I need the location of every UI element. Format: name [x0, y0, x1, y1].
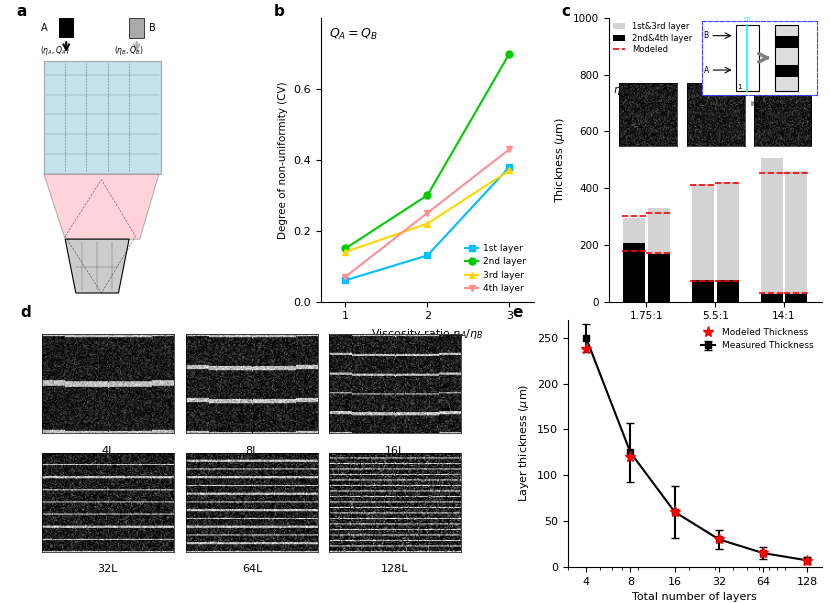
- FancyBboxPatch shape: [44, 60, 161, 174]
- 4th layer: [340, 273, 350, 280]
- 2nd layer: [505, 50, 515, 57]
- Text: $\eta_A$= $\eta_B$: $\eta_A$= $\eta_B$: [613, 85, 650, 97]
- 4th layer: [505, 145, 515, 153]
- Bar: [647, 254, 670, 302]
- X-axis label: Total number of layers: Total number of layers: [632, 592, 757, 602]
- Line: 2nd layer: 2nd layer: [342, 50, 513, 252]
- 1st layer: [505, 163, 515, 171]
- Text: 16L: 16L: [384, 446, 405, 456]
- Bar: [647, 208, 670, 302]
- Bar: [623, 218, 645, 302]
- Text: a: a: [16, 4, 27, 19]
- Polygon shape: [66, 239, 129, 293]
- Text: 8L: 8L: [246, 446, 259, 456]
- Bar: [59, 18, 74, 38]
- Modeled Thickness: [803, 558, 813, 565]
- 3rd layer: [422, 220, 432, 227]
- Y-axis label: Layer thickness ($\mu$m): Layer thickness ($\mu$m): [517, 384, 531, 502]
- Bar: [716, 280, 739, 302]
- Text: ($\eta_A,Q_A$): ($\eta_A,Q_A$): [40, 44, 70, 57]
- Text: c: c: [562, 4, 571, 19]
- 2nd layer: [422, 192, 432, 199]
- Text: A: A: [41, 23, 47, 33]
- Bar: [785, 294, 808, 302]
- Bar: [691, 280, 714, 302]
- Line: Modeled Thickness: Modeled Thickness: [580, 343, 813, 567]
- Y-axis label: Degree of non-uniformity (CV): Degree of non-uniformity (CV): [278, 81, 288, 239]
- Text: 128L: 128L: [381, 564, 408, 574]
- 4th layer: [422, 209, 432, 216]
- Legend: 1st layer, 2nd layer, 3rd layer, 4th layer: 1st layer, 2nd layer, 3rd layer, 4th lay…: [461, 240, 530, 297]
- Text: e: e: [512, 305, 522, 320]
- Modeled Thickness: [759, 549, 769, 557]
- Text: 4L: 4L: [101, 446, 115, 456]
- Legend: 1st&3rd layer, 2nd&4th layer, Modeled: 1st&3rd layer, 2nd&4th layer, Modeled: [613, 22, 692, 54]
- Bar: [129, 18, 144, 38]
- Polygon shape: [44, 174, 159, 239]
- X-axis label: Flow ratio $Q_B$/$Q_A$: Flow ratio $Q_B$/$Q_A$: [669, 327, 761, 341]
- Legend: Modeled Thickness, Measured Thickness: Modeled Thickness, Measured Thickness: [697, 324, 818, 354]
- Bar: [623, 244, 645, 302]
- 1st layer: [422, 252, 432, 259]
- Y-axis label: Thickness ($\mu$m): Thickness ($\mu$m): [553, 117, 567, 203]
- Text: d: d: [20, 305, 31, 320]
- Text: b: b: [274, 4, 285, 19]
- Line: 1st layer: 1st layer: [342, 163, 513, 284]
- Line: 4th layer: 4th layer: [342, 146, 513, 280]
- 3rd layer: [505, 167, 515, 174]
- Bar: [760, 294, 783, 302]
- 1st layer: [340, 277, 350, 284]
- X-axis label: Viscosity ratio $\eta_A$/$\eta_B$: Viscosity ratio $\eta_A$/$\eta_B$: [371, 327, 484, 341]
- Text: ($\eta_B,Q_B$): ($\eta_B,Q_B$): [115, 44, 144, 57]
- Text: 64L: 64L: [242, 564, 262, 574]
- Text: B: B: [149, 23, 156, 33]
- Bar: [716, 183, 739, 302]
- Bar: [691, 184, 714, 302]
- Line: 3rd layer: 3rd layer: [342, 167, 513, 256]
- Bar: [785, 171, 808, 302]
- Modeled Thickness: [581, 346, 591, 353]
- Modeled Thickness: [626, 453, 636, 461]
- 3rd layer: [340, 248, 350, 256]
- Text: 32L: 32L: [97, 564, 118, 574]
- Bar: [760, 159, 783, 302]
- Text: $Q_A=Q_B$: $Q_A=Q_B$: [330, 27, 378, 42]
- Modeled Thickness: [670, 508, 680, 516]
- Modeled Thickness: [714, 535, 724, 543]
- 2nd layer: [340, 245, 350, 252]
